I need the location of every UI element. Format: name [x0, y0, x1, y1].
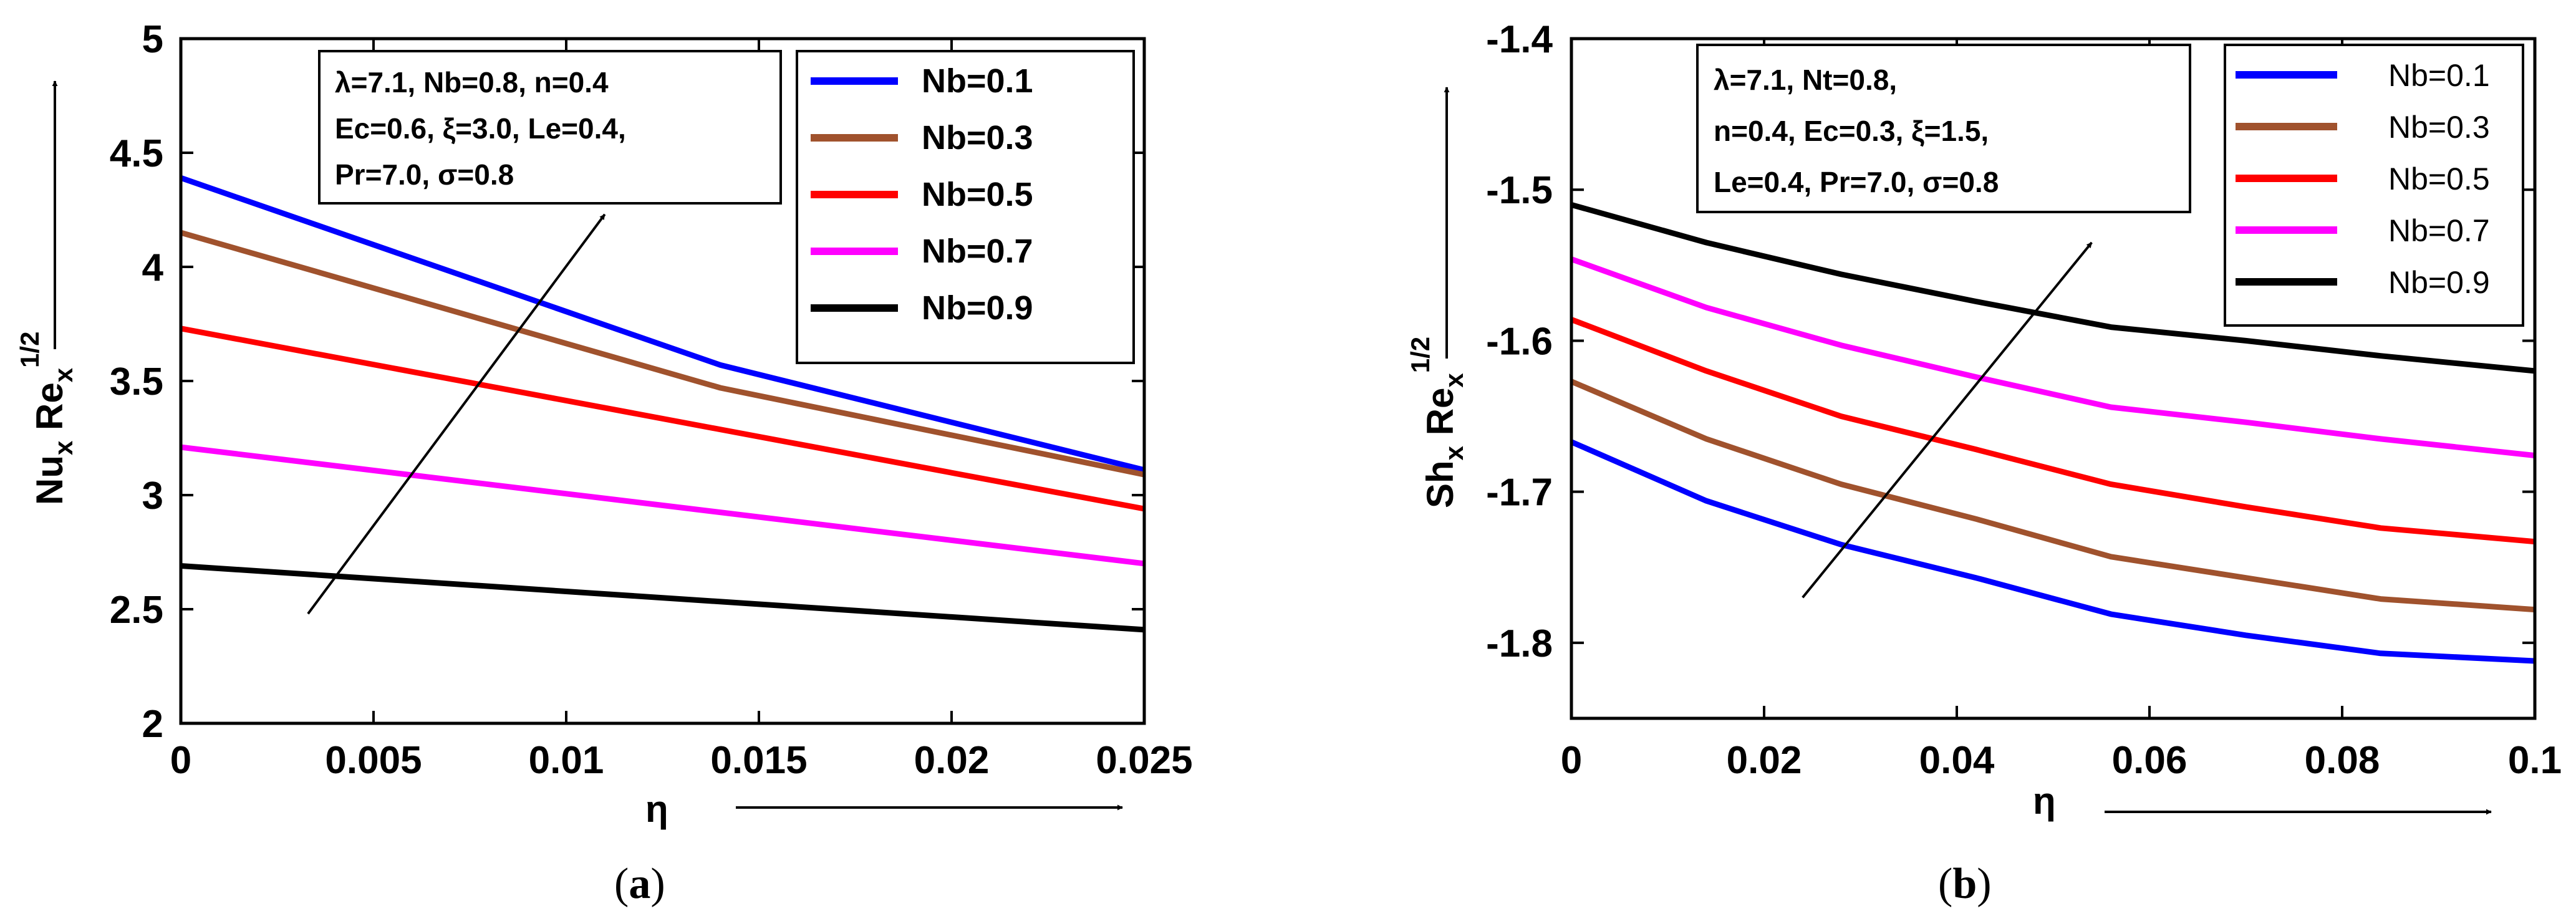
panel-b-ytick-label: -1.6: [1486, 320, 1553, 363]
panel-a-ytick-label: 2.5: [110, 589, 163, 632]
panel-b-xtick-label: 0.04: [1919, 739, 1995, 782]
panel-b-legend-entries: Nb=0.1 Nb=0.3 Nb=0.5 Nb=0.7 Nb=0.9: [2236, 58, 2490, 300]
panel-b-ytick-label: -1.7: [1486, 471, 1553, 514]
panel-a-legend-label-3: Nb=0.5: [922, 176, 1033, 213]
panel-a-legend: Nb=0.1 Nb=0.3 Nb=0.5 Nb=0.7 Nb=0.9: [796, 50, 1135, 364]
panel-a-ytick-label: 5: [142, 18, 163, 61]
panel-b-label: (b): [1938, 860, 1992, 908]
panel-a-trend-arrow: [307, 213, 606, 615]
panel-b-y-axis-label: Shx Rex1/2: [1406, 87, 1469, 508]
panel-b-xtick-label: 0.08: [2305, 739, 2380, 782]
panel-b-series-line-2: [1570, 378, 2535, 613]
panel-a-label-letter: a: [629, 860, 650, 908]
panel-b-xtick-label: 0.06: [2112, 739, 2188, 782]
panel-a-ylabel-mid: Re: [29, 382, 70, 440]
panel-a-series-line-4: [180, 444, 1145, 567]
panel-a-x-ticks: 0 0.005 0.01 0.015 0.02 0.025: [170, 39, 1193, 782]
panel-b-legend-label-4: Nb=0.7: [2388, 213, 2490, 248]
panel-a-series: [180, 175, 1146, 633]
panel-a-legend-label-1: Nb=0.1: [922, 62, 1033, 100]
panel-b-series: [1570, 202, 2535, 664]
panel-b-annotation-line-3: Le=0.4, Pr=7.0, σ=0.8: [1714, 166, 1999, 198]
panel-b-legend-label-5: Nb=0.9: [2388, 265, 2490, 300]
panel-b-ytick-label: -1.4: [1486, 18, 1553, 61]
panel-b-series-line-1: [1570, 439, 2535, 664]
panel-a-xtick-label: 0.01: [529, 739, 604, 782]
panel-a-ytick-label: 2: [142, 703, 163, 746]
panel-b-ylabel-sub2: x: [1439, 373, 1469, 388]
panel-a-series-line-3: [180, 325, 1145, 512]
svg-text:Shx Rex1/2: Shx Rex1/2: [1406, 337, 1469, 508]
panel-a-ylabel-sub2: x: [49, 367, 78, 382]
panel-b-x-axis-label: η: [2033, 780, 2492, 822]
panel-b-legend: Nb=0.1 Nb=0.3 Nb=0.5 Nb=0.7 Nb=0.9: [2224, 44, 2524, 327]
panel-b-xtick-label: 0.02: [1727, 739, 1802, 782]
panel-a-legend-label-2: Nb=0.3: [922, 119, 1033, 157]
panel-b-annotation-line-1: λ=7.1, Nt=0.8,: [1714, 64, 1897, 96]
svg-text:Nux Rex1/2: Nux Rex1/2: [15, 332, 78, 505]
panel-a-annotation: λ=7.1, Nb=0.8, n=0.4 Ec=0.6, ξ=3.0, Le=0…: [318, 50, 782, 205]
panel-a-xtick-label: 0: [170, 739, 191, 782]
panel-a-series-line-5: [180, 563, 1145, 633]
panel-a-xtick-label: 0.025: [1096, 739, 1192, 782]
panel-b-ylabel-sub1: x: [1439, 445, 1469, 460]
panel-b-plot-frame: [1570, 37, 2537, 720]
panel-a-x-axis-label: η: [645, 788, 1123, 830]
panel-a-annotation-line-1: λ=7.1, Nb=0.8, n=0.4: [335, 66, 609, 99]
panel-b: 0 0.02 0.04 0.06 0.08 0.1 -1.8-1.7-1.6-1.5-1.…: [1406, 18, 2562, 908]
panel-b-y-ticks: -1.8 -1.7 -1.6 -1.5 -1.4: [1486, 18, 2535, 665]
panel-b-annotation-line-2: n=0.4, Ec=0.3, ξ=1.5,: [1714, 115, 1989, 147]
panel-a-ylabel-sup: 1/2: [15, 332, 44, 368]
panel-a-ytick-label: 3: [142, 475, 163, 518]
panel-b-ytick-label: -1.8: [1486, 622, 1553, 665]
panel-b-legend-label-2: Nb=0.3: [2388, 110, 2490, 145]
panel-b-x-ticks: 0 0.02 0.04 0.06 0.08 0.1: [1561, 39, 2562, 782]
panel-a-y-ticks: 2 2.5 3 3.5 4 4.5 5: [110, 18, 1144, 746]
panel-a-annotation-box: [318, 50, 782, 205]
panel-a-label: (a): [614, 860, 665, 908]
panel-a-ylabel-sub1: x: [49, 440, 78, 455]
panel-b-xtick-label: 0: [1561, 739, 1582, 782]
panel-b-trend-arrow: [1802, 241, 2093, 599]
panel-b-annotation: λ=7.1, Nt=0.8, n=0.4, Ec=0.3, ξ=1.5, Le=…: [1696, 44, 2191, 213]
panel-a-annotation-line-2: Ec=0.6, ξ=3.0, Le=0.4,: [335, 112, 626, 145]
panel-b-legend-label-3: Nb=0.5: [2388, 162, 2490, 196]
panel-a-xlabel: η: [645, 788, 668, 830]
panel-b-series-line-5: [1570, 202, 2535, 374]
panel-a: 0 0.005 0.01 0.015 0.02 0.025 2 2.5 3 3.5 4 4.5 5 λ…: [15, 18, 1193, 908]
panel-b-ylabel-sup: 1/2: [1406, 337, 1435, 373]
panel-b-series-line-3: [1570, 317, 2535, 545]
panel-a-xtick-label: 0.005: [325, 739, 422, 782]
panel-b-label-letter: b: [1952, 860, 1977, 908]
panel-b-ytick-label: -1.5: [1486, 169, 1553, 212]
panel-b-ylabel-mid: Re: [1419, 388, 1461, 446]
panel-a-series-line-1: [180, 175, 1146, 473]
panel-a-xtick-label: 0.02: [914, 739, 990, 782]
panel-b-xtick-label: 0.1: [2508, 739, 2562, 782]
panel-a-series-line-2: [180, 229, 1145, 478]
panel-a-ytick-label: 4: [142, 246, 164, 289]
panel-a-ytick-label: 4.5: [110, 132, 163, 175]
panel-b-annotation-box: [1696, 44, 2191, 213]
panel-a-ylabel-base: Nu: [29, 455, 70, 505]
panel-b-ylabel-base: Sh: [1419, 460, 1461, 508]
panel-a-y-axis-label: Nux Rex1/2: [15, 80, 78, 505]
panel-a-xtick-label: 0.015: [710, 739, 807, 782]
panel-a-ytick-label: 3.5: [110, 360, 163, 403]
panel-b-legend-label-1: Nb=0.1: [2388, 58, 2490, 93]
panel-a-legend-label-5: Nb=0.9: [922, 289, 1033, 327]
panel-b-series-line-4: [1570, 256, 2535, 458]
panel-a-legend-entries: Nb=0.1 Nb=0.3 Nb=0.5 Nb=0.7 Nb=0.9: [811, 62, 1033, 327]
panel-b-xlabel: η: [2033, 780, 2056, 822]
panel-a-annotation-line-3: Pr=7.0, σ=0.8: [335, 158, 514, 191]
panel-a-legend-label-4: Nb=0.7: [922, 233, 1033, 270]
